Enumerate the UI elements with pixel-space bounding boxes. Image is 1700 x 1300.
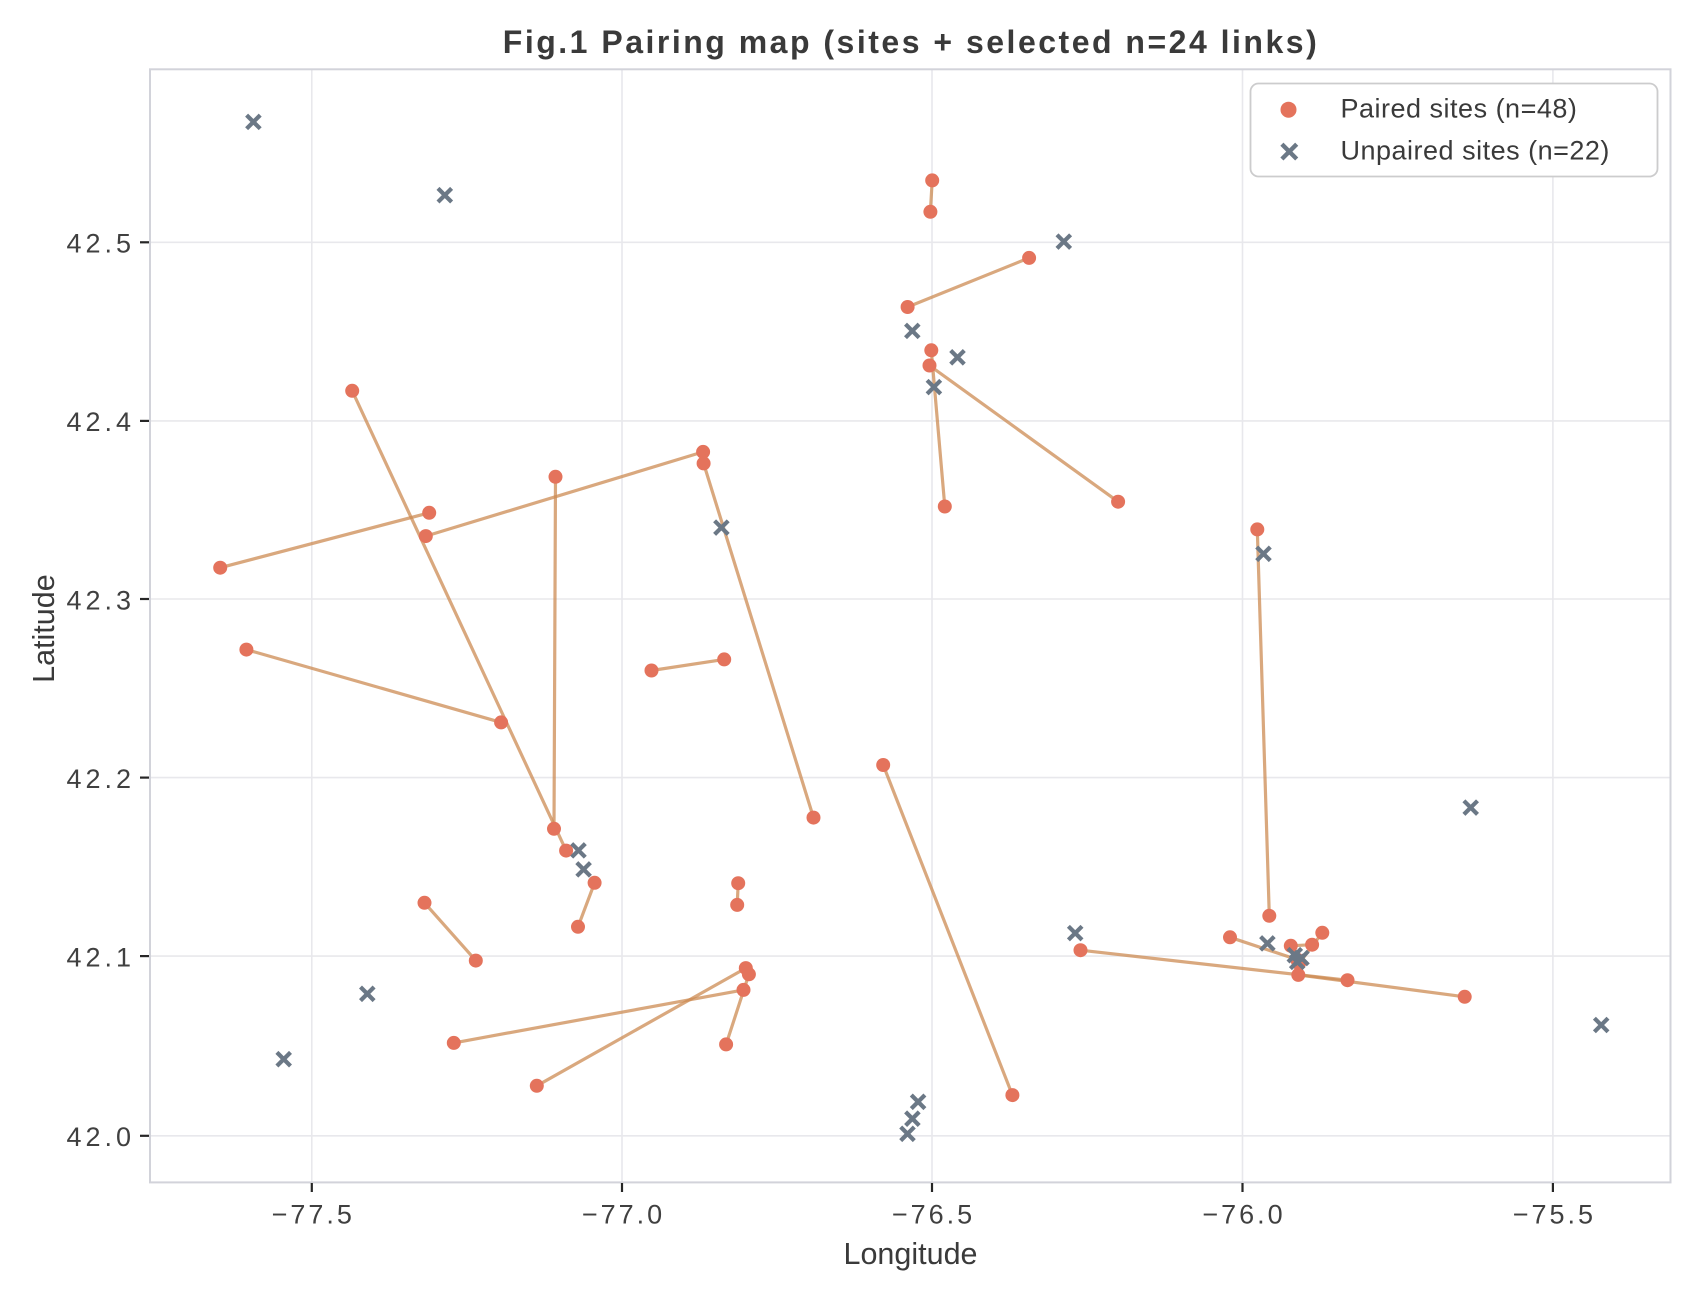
svg-text:42.1: 42.1 <box>66 942 135 972</box>
svg-text:Unpaired sites (n=22): Unpaired sites (n=22) <box>1341 136 1610 166</box>
svg-text:−77.0: −77.0 <box>582 1200 665 1230</box>
svg-text:Longitude: Longitude <box>844 1237 978 1271</box>
svg-text:42.4: 42.4 <box>66 407 135 437</box>
svg-text:−77.5: −77.5 <box>272 1200 355 1230</box>
svg-text:−76.5: −76.5 <box>892 1200 975 1230</box>
svg-text:−75.5: −75.5 <box>1513 1200 1596 1230</box>
svg-text:42.2: 42.2 <box>66 764 135 794</box>
svg-text:42.5: 42.5 <box>66 229 135 259</box>
svg-text:Latitude: Latitude <box>27 574 61 683</box>
svg-text:−76.0: −76.0 <box>1202 1200 1285 1230</box>
svg-text:42.0: 42.0 <box>66 1122 135 1152</box>
svg-text:42.3: 42.3 <box>66 585 135 615</box>
svg-text:Paired sites (n=48): Paired sites (n=48) <box>1341 94 1578 124</box>
svg-text:Fig.1 Pairing map (sites + sel: Fig.1 Pairing map (sites + selected n=24… <box>503 24 1319 60</box>
